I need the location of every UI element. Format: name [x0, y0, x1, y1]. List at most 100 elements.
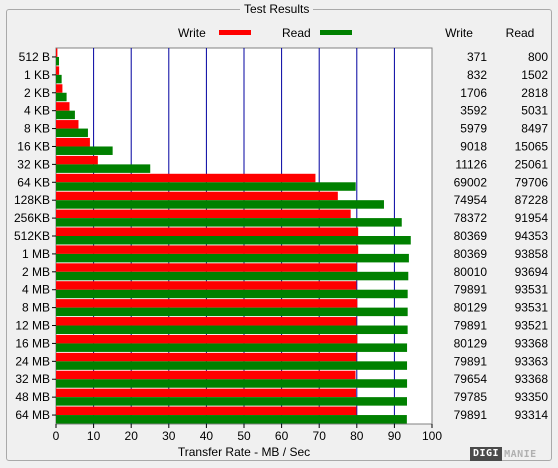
- read-value: 1502: [521, 68, 548, 82]
- write-bar: [56, 352, 357, 362]
- write-value: 74954: [454, 193, 488, 207]
- logo-text: MANIE: [504, 448, 537, 460]
- read-value: 93368: [515, 336, 549, 350]
- category-label: 32 MB: [15, 372, 50, 386]
- write-value: 80129: [454, 301, 488, 315]
- category-label: 2 MB: [22, 265, 50, 279]
- read-bar: [56, 182, 356, 191]
- read-bar: [56, 200, 384, 209]
- write-bar: [56, 137, 90, 147]
- write-value: 3592: [460, 104, 487, 118]
- write-bar: [56, 334, 358, 344]
- group-title: Test Results: [240, 2, 314, 16]
- write-bar: [56, 155, 98, 165]
- write-bar: [56, 84, 63, 93]
- x-tick-label: 0: [53, 429, 60, 443]
- write-value: 80369: [454, 247, 488, 261]
- write-bar: [56, 191, 338, 201]
- write-bar: [56, 227, 359, 236]
- read-bar: [56, 307, 408, 317]
- x-tick-label: 70: [313, 429, 327, 443]
- write-value: 9018: [460, 139, 487, 153]
- category-label: 256KB: [14, 211, 50, 225]
- read-bar: [56, 164, 151, 173]
- read-value: 87228: [515, 193, 549, 207]
- write-bar: [56, 406, 357, 416]
- read-value: 2818: [521, 86, 548, 100]
- legend-write-label: Write: [178, 26, 206, 40]
- write-value: 5979: [460, 122, 487, 136]
- legend-write-swatch: [219, 30, 251, 35]
- read-value: 93531: [515, 301, 549, 315]
- read-bar: [56, 271, 409, 281]
- write-bar: [56, 388, 356, 398]
- read-bar: [56, 343, 408, 352]
- category-label: 2 KB: [24, 86, 50, 100]
- category-label: 48 MB: [15, 390, 50, 404]
- x-tick-label: 10: [87, 429, 101, 443]
- x-tick-label: 50: [237, 429, 251, 443]
- write-value: 11126: [455, 157, 487, 171]
- read-value: 93314: [515, 408, 549, 422]
- read-value: 93350: [515, 390, 549, 404]
- write-bar: [56, 209, 351, 219]
- read-value: 15065: [515, 139, 549, 153]
- category-label: 8 MB: [22, 301, 50, 315]
- read-bar: [56, 236, 411, 245]
- read-value: 94353: [515, 229, 549, 243]
- write-value: 371: [467, 50, 487, 64]
- write-bar: [56, 102, 70, 111]
- write-value: 832: [467, 68, 487, 82]
- category-label: 16 KB: [17, 139, 50, 153]
- category-label: 24 MB: [15, 354, 50, 368]
- read-value: 93694: [515, 265, 549, 279]
- read-bar: [56, 379, 408, 388]
- read-bar: [56, 289, 408, 299]
- read-value: 8497: [521, 122, 548, 136]
- x-tick-label: 60: [275, 429, 289, 443]
- category-label: 32 KB: [17, 157, 50, 171]
- write-bar: [56, 173, 316, 183]
- x-tick-label: 80: [350, 429, 364, 443]
- read-value: 93521: [515, 319, 549, 333]
- category-label: 512 B: [19, 50, 50, 64]
- read-value: 93363: [515, 354, 549, 368]
- x-tick-label: 90: [388, 429, 402, 443]
- write-value: 79891: [454, 354, 488, 368]
- write-bar: [56, 48, 58, 57]
- write-value: 79654: [454, 372, 488, 386]
- read-bar: [56, 218, 402, 227]
- logo-box: DIGI: [470, 447, 503, 461]
- read-bar: [56, 74, 62, 84]
- read-value: 79706: [515, 175, 549, 189]
- read-bar: [56, 325, 408, 335]
- write-value: 1706: [460, 86, 487, 100]
- read-value: 93858: [515, 247, 549, 261]
- write-value: 69002: [454, 175, 488, 189]
- read-bar: [56, 253, 409, 263]
- write-value: 78372: [454, 211, 488, 225]
- category-label: 128KB: [14, 193, 50, 207]
- table-header-read: Read: [506, 26, 535, 40]
- table-header-write: Write: [445, 26, 473, 40]
- write-bar: [56, 66, 60, 75]
- read-value: 93531: [515, 283, 549, 297]
- category-label: 512KB: [14, 229, 50, 243]
- write-bar: [56, 263, 357, 272]
- read-value: 25061: [515, 157, 549, 171]
- category-label: 64 KB: [17, 175, 50, 189]
- category-label: 12 MB: [15, 319, 50, 333]
- read-bar: [56, 397, 407, 406]
- read-bar: [56, 92, 67, 102]
- write-value: 79785: [454, 390, 488, 404]
- write-value: 80010: [454, 265, 488, 279]
- write-bar: [56, 281, 357, 290]
- x-tick-label: 30: [162, 429, 176, 443]
- category-label: 4 MB: [22, 283, 50, 297]
- category-label: 1 KB: [24, 68, 50, 82]
- write-value: 80369: [454, 229, 488, 243]
- write-bar: [56, 120, 79, 129]
- category-label: 16 MB: [15, 336, 50, 350]
- read-value: 91954: [515, 211, 549, 225]
